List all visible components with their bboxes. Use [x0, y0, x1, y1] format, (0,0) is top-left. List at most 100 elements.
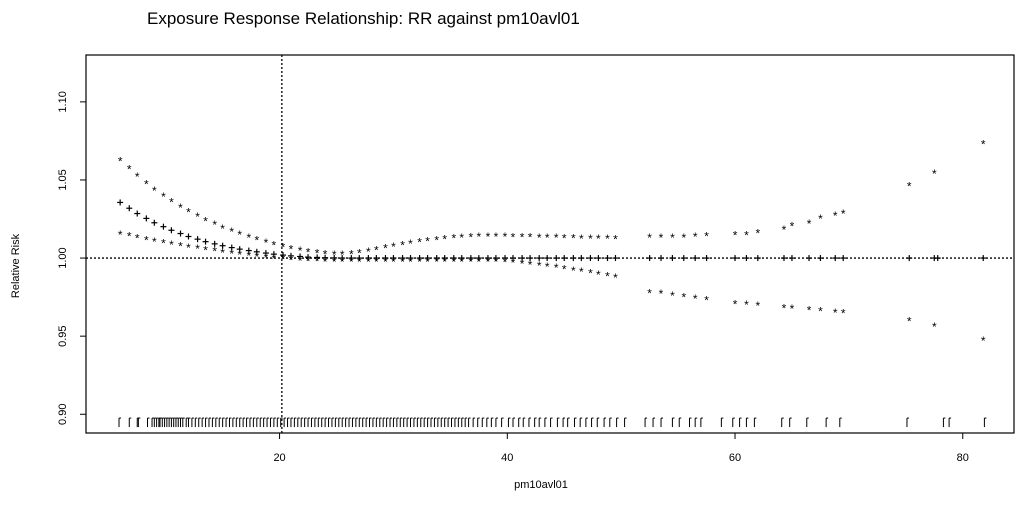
series-2-point: *	[511, 230, 516, 244]
series-3-point: *	[264, 251, 269, 265]
y-tick-label: 0.90	[57, 404, 69, 425]
series-3-point: *	[605, 269, 610, 283]
series-1-point	[595, 255, 602, 262]
series-2-point: *	[272, 238, 277, 252]
series-2-point: *	[306, 246, 311, 260]
series-2-point: *	[425, 234, 430, 248]
series-2-point: *	[537, 231, 542, 245]
series-3-point: *	[588, 267, 593, 281]
series-2-point: *	[755, 226, 760, 240]
series-2-point: *	[613, 232, 618, 246]
series-1-point	[262, 250, 269, 257]
y-tick-label: 1.05	[57, 169, 69, 190]
series-2-point: *	[744, 229, 749, 243]
x-axis-label: pm10avl01	[514, 479, 568, 491]
series-3-point: *	[340, 255, 345, 269]
series-2-point: *	[459, 231, 464, 245]
series-1-point	[314, 254, 321, 261]
series-1-point	[365, 255, 372, 262]
series-2-point: *	[693, 230, 698, 244]
series-3-point: *	[118, 228, 123, 242]
series-3-point: *	[681, 290, 686, 304]
series-3-point: *	[494, 255, 499, 269]
series-3-point: *	[383, 255, 388, 269]
series-1-point	[390, 255, 397, 262]
series-1-point	[339, 255, 346, 262]
series-3-point: *	[349, 255, 354, 269]
series-2-point: *	[907, 179, 912, 193]
series-1-point	[732, 255, 739, 262]
series-3-point: *	[596, 268, 601, 282]
x-tick-label: 60	[729, 452, 741, 464]
series-1-point	[544, 255, 551, 262]
series-3-point: *	[442, 255, 447, 269]
series-1-point	[177, 230, 184, 237]
series-3-point: *	[537, 259, 542, 273]
series-3-point: *	[391, 255, 396, 269]
y-axis-label: Relative Risk	[10, 233, 22, 298]
series-2-point: *	[195, 210, 200, 224]
series-3-point: *	[981, 334, 986, 348]
series-2-point: *	[486, 230, 491, 244]
series-3-point: *	[545, 260, 550, 274]
series-1-point	[185, 233, 192, 240]
series-3-point: *	[579, 265, 584, 279]
series-3-point: *	[459, 255, 464, 269]
x-tick-label: 20	[273, 452, 285, 464]
series-1-point	[458, 255, 465, 262]
series-1-point	[143, 215, 150, 222]
series-3-point: *	[693, 292, 698, 306]
series-1-point	[399, 255, 406, 262]
series-1-point	[536, 255, 543, 262]
series-3-point: *	[289, 253, 294, 267]
series-2-point: *	[647, 231, 652, 245]
series-1-point	[680, 255, 687, 262]
series-1-point	[780, 255, 787, 262]
series-3-point: *	[408, 255, 413, 269]
y-tick-label: 1.10	[57, 91, 69, 112]
series-1-point	[270, 251, 277, 258]
series-2-point: *	[681, 231, 686, 245]
series-2-point: *	[451, 232, 456, 246]
series-3-point: *	[229, 247, 234, 261]
series-2-point: *	[340, 248, 345, 262]
series-1-point	[151, 219, 158, 226]
series-3-point: *	[272, 252, 277, 266]
series-1-point	[553, 255, 560, 262]
series-3-point: *	[818, 304, 823, 318]
series-2-point: *	[408, 237, 413, 251]
series-1-point	[126, 205, 133, 212]
series-2-point: *	[670, 231, 675, 245]
series-3-point: *	[281, 253, 286, 267]
series-3-point: *	[425, 255, 430, 269]
series-1-point	[817, 255, 824, 262]
series-1-point	[134, 210, 141, 217]
series-3-point: *	[790, 302, 795, 316]
series-2-point: *	[391, 240, 396, 254]
series-3-point: *	[733, 297, 738, 311]
series-3-point: *	[571, 264, 576, 278]
series-1-point	[658, 255, 665, 262]
series-3-point: *	[195, 242, 200, 256]
series-2-point: *	[932, 167, 937, 181]
series-3-point: *	[254, 250, 259, 264]
series-1-point	[348, 255, 355, 262]
series-1-point	[703, 255, 710, 262]
series-3-point: *	[357, 255, 362, 269]
series-1-point	[527, 255, 534, 262]
series-1-point	[467, 255, 474, 262]
x-axis: 20 40 60 80	[273, 433, 969, 464]
series-2-point: *	[169, 196, 174, 210]
reference-lines	[86, 55, 1014, 433]
series-3-point: *	[203, 243, 208, 257]
series-3-point: *	[511, 256, 516, 270]
series-2-point: *	[161, 190, 166, 204]
rug-marks	[118, 417, 987, 428]
series-1-point	[117, 199, 124, 206]
series-1-point	[211, 240, 218, 247]
series-2-point: *	[528, 231, 533, 245]
series-3-point: *	[451, 255, 456, 269]
series-3-point: *	[366, 255, 371, 269]
series-2-point: *	[400, 238, 405, 252]
series-1-point	[322, 254, 329, 261]
